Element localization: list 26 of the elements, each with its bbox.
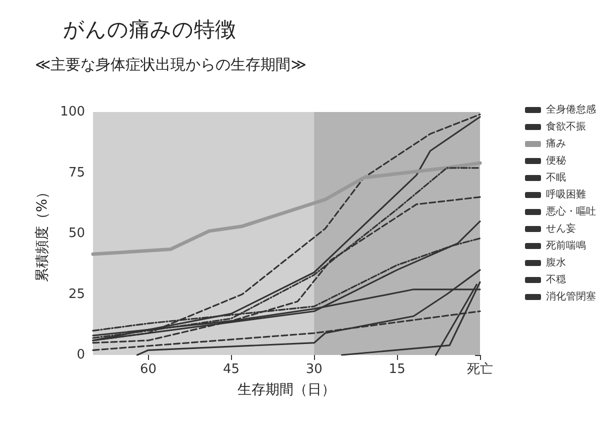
legend-label: 全身倦怠感 [546, 104, 596, 116]
legend-label: 呼吸困難 [546, 188, 586, 200]
y-tick-label: 0 [76, 348, 85, 362]
legend-label: 腹水 [546, 256, 566, 268]
legend-label: 不眠 [546, 172, 566, 184]
y-tick-label: 50 [68, 226, 85, 241]
legend-label: 消化管閉塞 [546, 290, 596, 302]
legend-label: 食欲不振 [546, 120, 586, 132]
y-tick-label: 100 [60, 104, 85, 120]
legend-label: せん妄 [546, 222, 576, 234]
legend-label: 痛み [546, 138, 566, 150]
x-axis-title: 生存期間（日） [238, 382, 336, 398]
legend-label: 悪心・嘔吐 [545, 206, 596, 218]
y-axis-title: 累積頻度（%） [34, 184, 50, 282]
y-tick-label: 25 [68, 286, 85, 302]
x-tick-label: 15 [388, 362, 406, 377]
legend-label: 死前喘鳴 [546, 240, 586, 252]
x-tick-label: 30 [306, 362, 322, 377]
legend-label: 不穏 [546, 274, 566, 286]
x-tick-label: 60 [140, 362, 157, 377]
chart-subtitle: ≪主要な身体症状出現からの生存期間≫ [35, 56, 306, 74]
chart-title: がんの痛みの特徴 [63, 18, 236, 42]
y-tick-label: 75 [68, 165, 85, 180]
x-tick-label: 45 [222, 362, 240, 377]
legend-label: 便秘 [546, 156, 566, 166]
x-tick-label: 死亡 [467, 361, 493, 377]
